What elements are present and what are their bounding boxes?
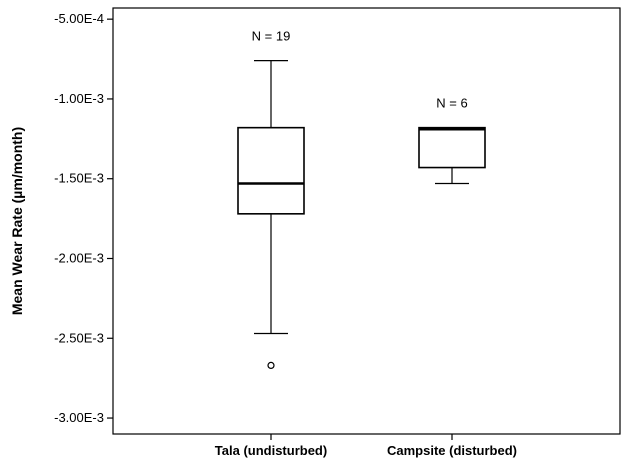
box-group: N = 19 xyxy=(237,29,305,369)
x-category-label: Campsite (disturbed) xyxy=(387,443,517,458)
y-axis: -5.00E-4 -1.00E-3 -1.50E-3 -2.00E-3 -2.50E-3… xyxy=(54,11,113,425)
boxes-layer: N = 19 N = 6 xyxy=(237,29,486,369)
plot-frame xyxy=(112,7,621,435)
n-label: N = 6 xyxy=(436,96,467,111)
outlier-point xyxy=(267,361,275,369)
y-tick-label: -3.00E-3 xyxy=(54,410,104,425)
y-tick-label: -1.00E-3 xyxy=(54,91,104,106)
box-group: N = 6 xyxy=(418,96,486,185)
y-axis-title: Mean Wear Rate (µm/month) xyxy=(9,127,25,315)
iqr-box xyxy=(418,126,486,169)
y-tick-label: -2.50E-3 xyxy=(54,330,104,345)
x-axis: Tala (undisturbed) Campsite (disturbed) xyxy=(215,434,517,458)
y-tick-label: -2.00E-3 xyxy=(54,250,104,265)
iqr-box xyxy=(237,126,305,215)
n-label: N = 19 xyxy=(252,29,291,44)
x-category-label: Tala (undisturbed) xyxy=(215,443,327,458)
y-tick-label: -5.00E-4 xyxy=(54,11,104,26)
y-tick-label: -1.50E-3 xyxy=(54,171,104,186)
